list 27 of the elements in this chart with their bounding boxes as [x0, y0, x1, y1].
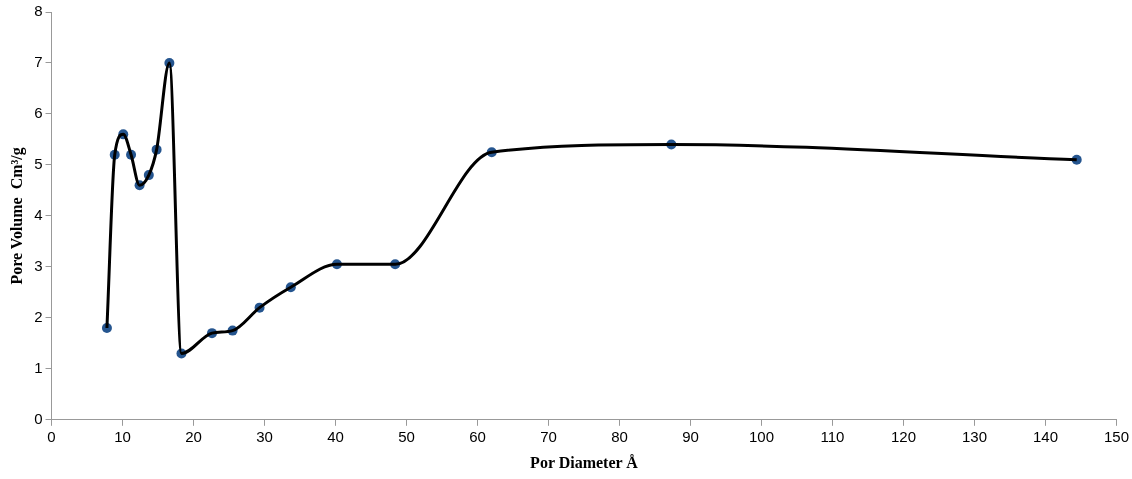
y-tick-label: 1 [34, 358, 43, 376]
y-tick-label: 3 [34, 257, 43, 275]
x-tick-label: 50 [398, 427, 415, 445]
x-tick-label: 80 [611, 427, 628, 445]
x-tick-label: 30 [256, 427, 273, 445]
y-axis-title: Pore Volume Cm³/g [7, 147, 26, 285]
y-tick-label: 6 [34, 104, 43, 122]
x-tick-label: 110 [820, 427, 845, 445]
y-tick-label: 4 [34, 206, 43, 224]
x-axis-title: Por Diameter Å [530, 453, 639, 471]
y-tick-label: 8 [34, 2, 43, 20]
y-tick-label: 0 [34, 409, 43, 427]
y-tick-label: 5 [34, 155, 43, 173]
x-tick-label: 120 [890, 427, 917, 445]
x-tick-label: 0 [47, 427, 56, 445]
x-tick-label: 70 [540, 427, 557, 445]
x-tick-label: 10 [114, 427, 131, 445]
y-tick-label: 7 [34, 53, 43, 71]
x-tick-label: 130 [961, 427, 988, 445]
x-tick-label: 100 [748, 427, 775, 445]
x-tick-label: 150 [1103, 427, 1129, 445]
x-tick-label: 20 [185, 427, 202, 445]
x-tick-label: 140 [1032, 427, 1059, 445]
y-tick-label: 2 [34, 307, 43, 325]
x-tick-label: 90 [682, 427, 699, 445]
x-tick-label: 60 [469, 427, 486, 445]
x-tick-label: 40 [327, 427, 344, 445]
